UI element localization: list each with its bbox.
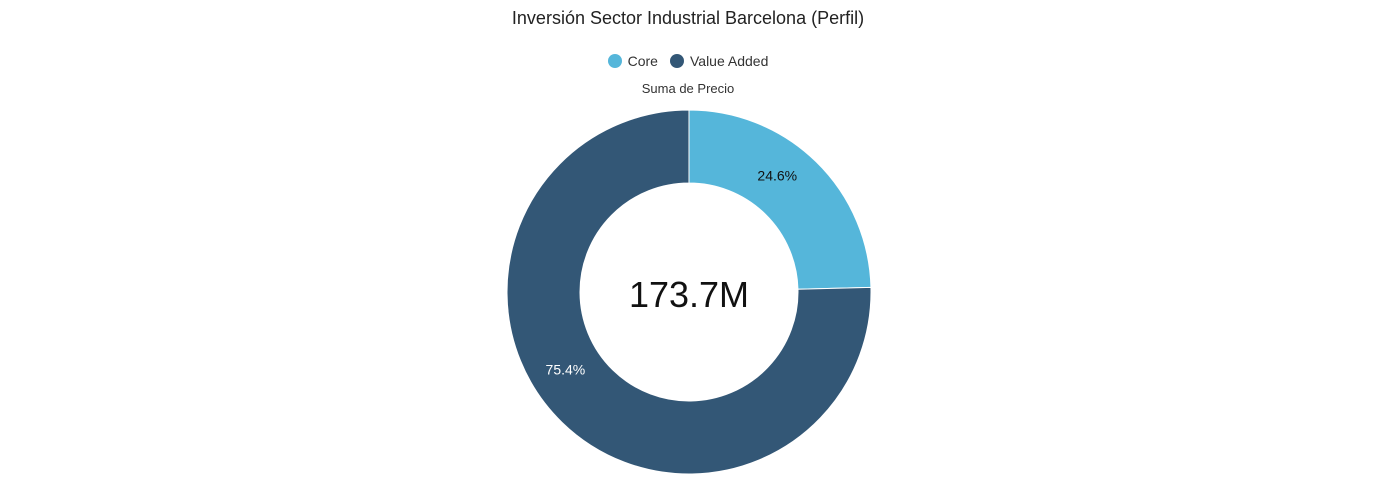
slice-core[interactable]: [688, 109, 872, 290]
legend: Core Value Added: [0, 53, 1376, 69]
slice-value-added[interactable]: [506, 109, 872, 475]
legend-label-value-added: Value Added: [689, 53, 769, 69]
legend-swatch-core: [607, 54, 622, 68]
chart-title: Inversión Sector Industrial Barcelona (P…: [511, 8, 865, 28]
legend-item-core[interactable]: Core: [607, 53, 658, 69]
donut-slices: [506, 109, 872, 475]
center-total-label: 173.7M: [629, 274, 749, 315]
slice-label-core: 24.6%: [757, 168, 797, 184]
legend-swatch-value-added: [669, 54, 684, 68]
slice-label-value-added: 75.4%: [546, 362, 586, 378]
legend-label-core: Core: [627, 53, 658, 69]
chart-subtitle: Suma de Precio: [641, 81, 735, 96]
legend-item-value-added[interactable]: Value Added: [669, 53, 769, 69]
slice-labels: 24.6% 75.4%: [546, 168, 798, 378]
